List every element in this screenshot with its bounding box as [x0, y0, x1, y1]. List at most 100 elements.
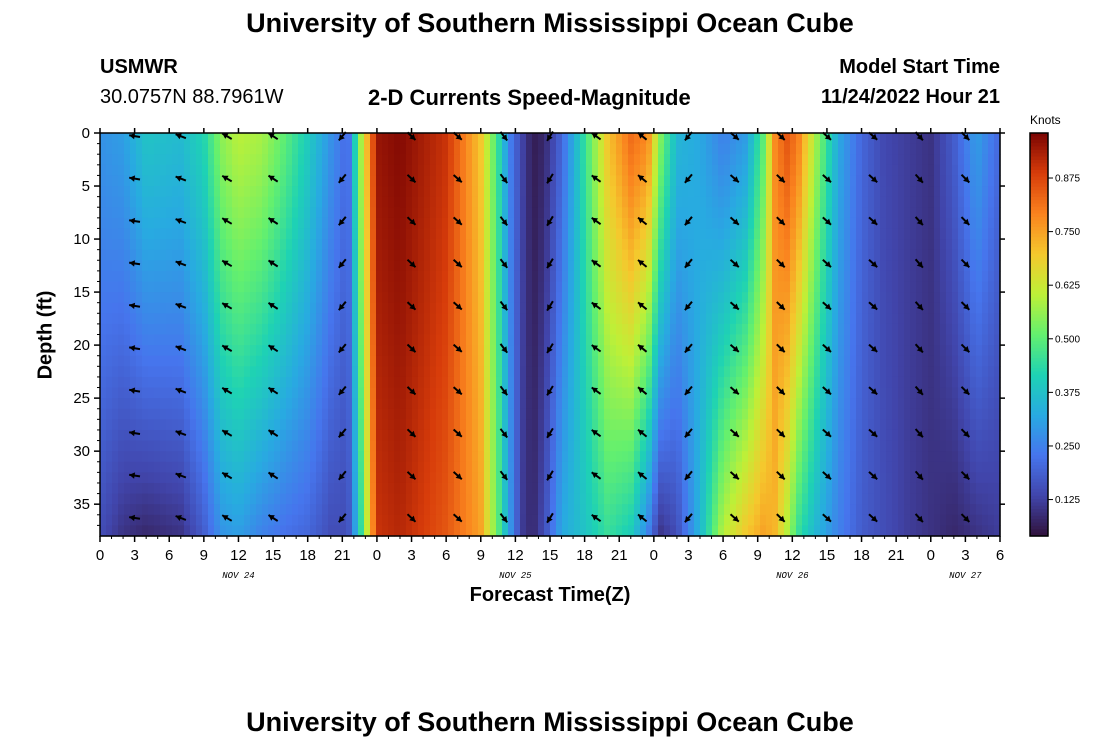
heatmap-cell [724, 440, 731, 452]
heatmap-cell [808, 440, 815, 452]
heatmap-cell [400, 355, 407, 367]
heatmap-cell [658, 196, 665, 208]
heatmap-cell [862, 355, 869, 367]
heatmap-cell [574, 461, 581, 473]
heatmap-cell [268, 270, 275, 283]
heatmap-cell [424, 313, 431, 325]
heatmap-cell [538, 217, 545, 230]
heatmap-cell [640, 133, 647, 145]
heatmap-cell [364, 504, 371, 516]
heatmap-cell [502, 398, 509, 410]
heatmap-cell [712, 143, 719, 155]
heatmap-cell [820, 482, 827, 495]
heatmap-cell [640, 387, 647, 399]
heatmap-cell [712, 408, 719, 420]
heatmap-cell [118, 228, 125, 240]
heatmap-cell [748, 355, 755, 367]
heatmap-cell [778, 313, 785, 325]
heatmap-cell [220, 429, 227, 442]
heatmap-cell [712, 313, 719, 325]
heatmap-cell [298, 249, 305, 261]
heatmap-cell [538, 398, 545, 410]
heatmap-cell [730, 154, 737, 166]
heatmap-cell [790, 292, 797, 304]
heatmap-cell [844, 493, 851, 505]
heatmap-cell [730, 164, 737, 177]
heatmap-cell [328, 133, 335, 145]
heatmap-cell [664, 451, 671, 463]
heatmap-cell [220, 345, 227, 357]
heatmap-cell [424, 419, 431, 431]
heatmap-cell [406, 482, 413, 495]
heatmap-cell [160, 217, 167, 230]
heatmap-cell [664, 493, 671, 505]
heatmap-cell [268, 228, 275, 240]
heatmap-cell [574, 207, 581, 219]
heatmap-cell [118, 408, 125, 420]
heatmap-cell [874, 249, 881, 261]
heatmap-cell [802, 143, 809, 155]
heatmap-cell [454, 164, 461, 177]
heatmap-cell [496, 281, 503, 293]
heatmap-cell [604, 376, 611, 389]
heatmap-cell [214, 334, 221, 346]
heatmap-cell [814, 461, 821, 473]
heatmap-cell [136, 345, 143, 357]
heatmap-cell [886, 228, 893, 240]
heatmap-cell [394, 440, 401, 452]
heatmap-cell [700, 154, 707, 166]
heatmap-cell [514, 249, 521, 261]
heatmap-cell [394, 270, 401, 283]
heatmap-cell [490, 387, 497, 399]
heatmap-cell [616, 175, 623, 187]
heatmap-cell [436, 154, 443, 166]
heatmap-cell [100, 175, 107, 187]
heatmap-cell [208, 207, 215, 219]
heatmap-cell [352, 302, 359, 314]
heatmap-cell [310, 525, 317, 537]
heatmap-cell [334, 514, 341, 526]
heatmap-cell [130, 334, 137, 346]
heatmap-cell [250, 398, 257, 410]
heatmap-cell [160, 323, 167, 336]
heatmap-cell [814, 228, 821, 240]
heatmap-cell [868, 164, 875, 177]
heatmap-cell [316, 419, 323, 431]
heatmap-cell [202, 451, 209, 463]
heatmap-cell [562, 419, 569, 431]
heatmap-cell [424, 323, 431, 336]
heatmap-cell [676, 281, 683, 293]
heatmap-cell [190, 196, 197, 208]
heatmap-cell [292, 440, 299, 452]
heatmap-cell [724, 504, 731, 516]
heatmap-cell [826, 408, 833, 420]
heatmap-cell [790, 323, 797, 336]
heatmap-cell [574, 175, 581, 187]
heatmap-cell [514, 345, 521, 357]
heatmap-cell [394, 493, 401, 505]
heatmap-cell [412, 186, 419, 198]
heatmap-cell [256, 154, 263, 166]
heatmap-cell [208, 355, 215, 367]
heatmap-cell [832, 376, 839, 389]
heatmap-cell [166, 514, 173, 526]
heatmap-cell [610, 143, 617, 155]
heatmap-cell [754, 472, 761, 484]
heatmap-cell [688, 334, 695, 346]
heatmap-cell [376, 366, 383, 378]
heatmap-cell [124, 228, 131, 240]
heatmap-cell [472, 228, 479, 240]
heatmap-cell [334, 376, 341, 389]
heatmap-cell [688, 143, 695, 155]
heatmap-cell [586, 345, 593, 357]
heatmap-cell [112, 429, 119, 442]
heatmap-cell [796, 217, 803, 230]
heatmap-cell [100, 249, 107, 261]
heatmap-cell [766, 313, 773, 325]
heatmap-cell [304, 196, 311, 208]
heatmap-cell [154, 345, 161, 357]
heatmap-cell [466, 376, 473, 389]
heatmap-cell [700, 493, 707, 505]
heatmap-cell [832, 461, 839, 473]
heatmap-cell [730, 504, 737, 516]
